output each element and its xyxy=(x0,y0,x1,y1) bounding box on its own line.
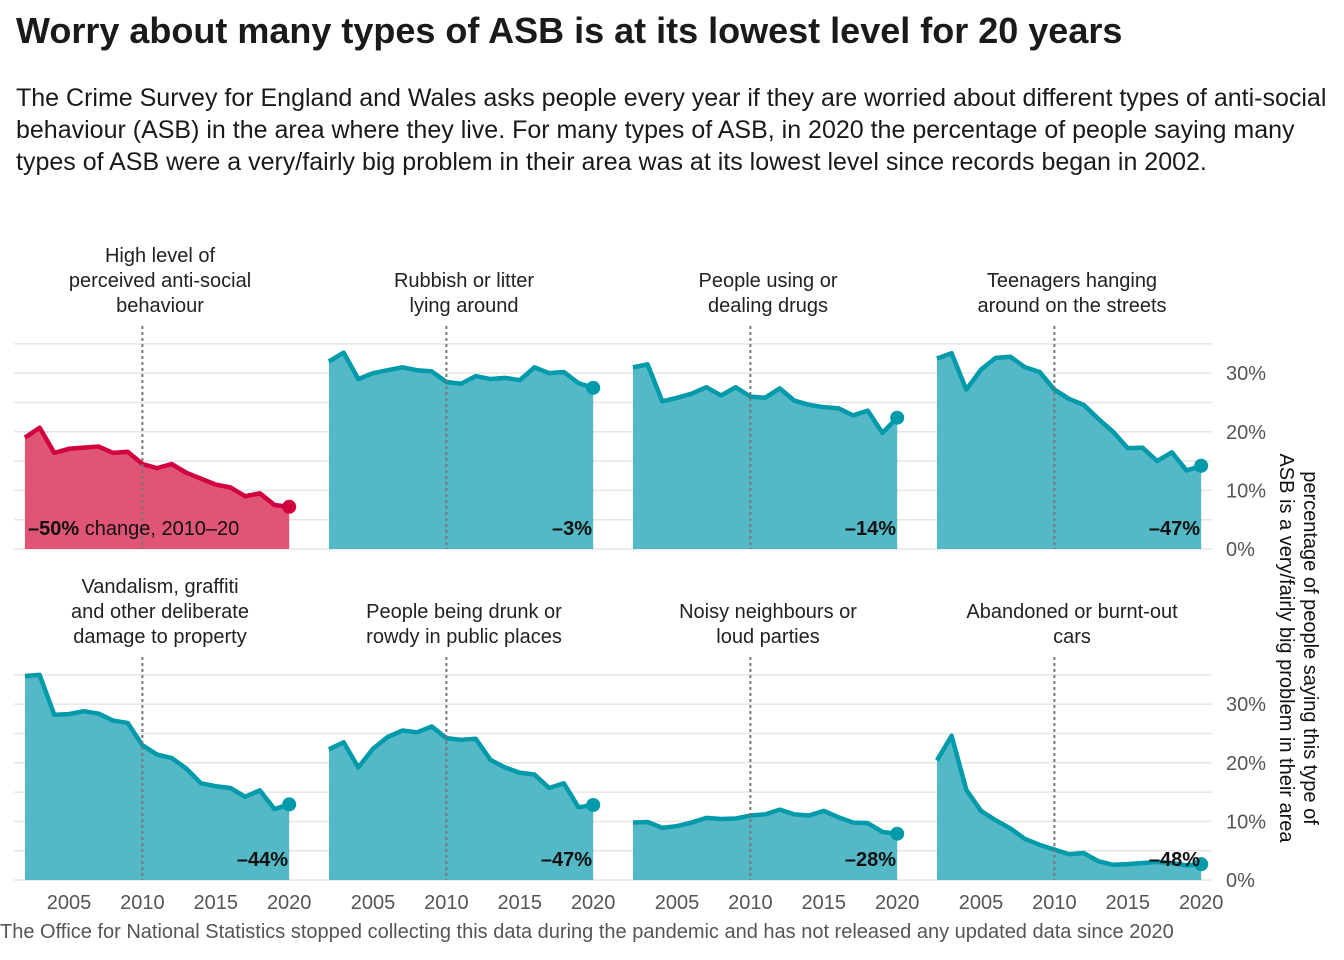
x-tick-label: 2005 xyxy=(47,892,92,914)
series-line xyxy=(24,672,290,812)
x-tick-label: 2010 xyxy=(424,892,469,914)
y-tick-label: 0% xyxy=(1226,870,1255,892)
x-tick-label: 2020 xyxy=(571,892,616,914)
x-tick-label: 2010 xyxy=(1032,892,1077,914)
series-line xyxy=(936,350,1202,473)
x-tick-label: 2005 xyxy=(351,892,396,914)
x-tick-label: 2005 xyxy=(959,892,1004,914)
x-tick-label: 2020 xyxy=(1179,892,1224,914)
panel: Vandalism, graffiti and other deliberate d… xyxy=(24,576,297,880)
panel-title: Vandalism, graffiti xyxy=(81,576,238,598)
x-tick-label: 2020 xyxy=(267,892,312,914)
chart-subtitle: The Crime Survey for England and Wales a… xyxy=(16,84,1327,176)
series-line xyxy=(327,724,594,810)
end-point xyxy=(282,797,297,812)
x-tick-label: 2005 xyxy=(655,892,700,914)
series-line xyxy=(327,350,594,390)
panel: People being drunk or rowdy in public pla… xyxy=(327,601,601,880)
panel-title: lying around xyxy=(410,295,519,317)
change-value: –28% xyxy=(845,849,896,871)
panel-title: damage to property xyxy=(73,626,246,648)
series-area xyxy=(936,353,1202,549)
change-value: –44% xyxy=(237,849,288,871)
y-axis-label-line: ASB is a very/fairly big problem in thei… xyxy=(1275,453,1297,843)
panel: Rubbish or litter lying around –3% xyxy=(327,270,601,549)
change-value: –47% xyxy=(541,849,592,871)
panel-title: rowdy in public places xyxy=(366,626,562,648)
x-tick-label: 2015 xyxy=(498,892,543,914)
panel: People using or dealing drugs –14% xyxy=(632,270,905,549)
panel-title: dealing drugs xyxy=(708,295,828,317)
panel-title: loud parties xyxy=(716,626,819,648)
panel-title: High level of xyxy=(105,245,216,267)
change-value: –50% xyxy=(28,518,79,540)
series-line xyxy=(632,807,898,836)
change-label: –47% xyxy=(1149,518,1200,540)
end-point xyxy=(1194,857,1209,872)
x-tick-label: 2020 xyxy=(875,892,920,914)
panel-title: Rubbish or litter xyxy=(394,270,534,292)
y-tick-label: 30% xyxy=(1226,363,1266,385)
change-label: –14% xyxy=(845,518,896,540)
series-area xyxy=(24,427,290,549)
x-tick-label: 2015 xyxy=(194,892,239,914)
end-point xyxy=(890,826,905,841)
panel: Abandoned or burnt-out cars –48% xyxy=(935,601,1209,880)
change-value: –47% xyxy=(1149,518,1200,540)
change-period: change, 2010–20 xyxy=(79,518,239,540)
panel: Noisy neighbours or loud parties –28% xyxy=(632,601,905,880)
change-label: –28% xyxy=(845,849,896,871)
y-tick-label: 30% xyxy=(1226,694,1266,716)
change-label: –3% xyxy=(552,518,592,540)
y-tick-label: 20% xyxy=(1226,753,1266,775)
x-tick-label: 2010 xyxy=(120,892,165,914)
change-value: –48% xyxy=(1149,849,1200,871)
panel-title: Noisy neighbours or xyxy=(679,601,857,623)
panel-title: and other deliberate xyxy=(71,601,249,623)
y-axis-label-line: percentage of people saying this type of xyxy=(1299,471,1321,825)
end-point xyxy=(1194,458,1209,473)
panel-title: perceived anti-social xyxy=(69,270,251,292)
source-caption: The Office for National Statistics stopp… xyxy=(0,921,1230,951)
x-tick-label: 2015 xyxy=(802,892,847,914)
panel-title: around on the streets xyxy=(977,295,1166,317)
panel-title: Abandoned or burnt-out xyxy=(966,601,1178,623)
end-point xyxy=(586,380,601,395)
series-area xyxy=(24,674,290,880)
change-label: –47% xyxy=(541,849,592,871)
panel: High level of perceived anti-social behavi… xyxy=(23,245,297,549)
chart-title: Worry about many types of ASB is at its … xyxy=(16,10,1123,51)
end-point xyxy=(282,499,297,514)
series-area xyxy=(632,364,898,549)
y-tick-label: 20% xyxy=(1226,422,1266,444)
change-value: –14% xyxy=(845,518,896,540)
series-area xyxy=(632,809,898,880)
series-area xyxy=(328,726,594,880)
series-area xyxy=(936,735,1202,880)
panel: Teenagers hanging around on the streets –4… xyxy=(936,270,1209,549)
change-label: –48% xyxy=(1149,849,1200,871)
panel-title: People being drunk or xyxy=(366,601,562,623)
end-point xyxy=(890,410,905,425)
panel-title: People using or xyxy=(699,270,838,292)
y-tick-label: 10% xyxy=(1226,811,1266,833)
series-line xyxy=(23,425,290,510)
y-tick-label: 10% xyxy=(1226,480,1266,502)
panel-title: cars xyxy=(1053,626,1091,648)
series-line xyxy=(935,733,1202,868)
y-tick-label: 0% xyxy=(1226,539,1255,561)
source-caption-text: The Office for National Statistics stopp… xyxy=(0,921,1174,943)
y-axis-label: percentage of people saying this type of… xyxy=(1275,453,1321,843)
change-value: –3% xyxy=(552,518,592,540)
x-tick-label: 2015 xyxy=(1106,892,1151,914)
change-label: –44% xyxy=(237,849,288,871)
x-tick-label: 2010 xyxy=(728,892,773,914)
panel-title: Teenagers hanging xyxy=(987,270,1157,292)
end-point xyxy=(586,797,601,812)
change-label: –50% change, 2010–20 xyxy=(28,518,239,540)
series-line xyxy=(632,362,899,436)
series-area xyxy=(328,352,594,549)
panel-title: behaviour xyxy=(116,295,204,317)
